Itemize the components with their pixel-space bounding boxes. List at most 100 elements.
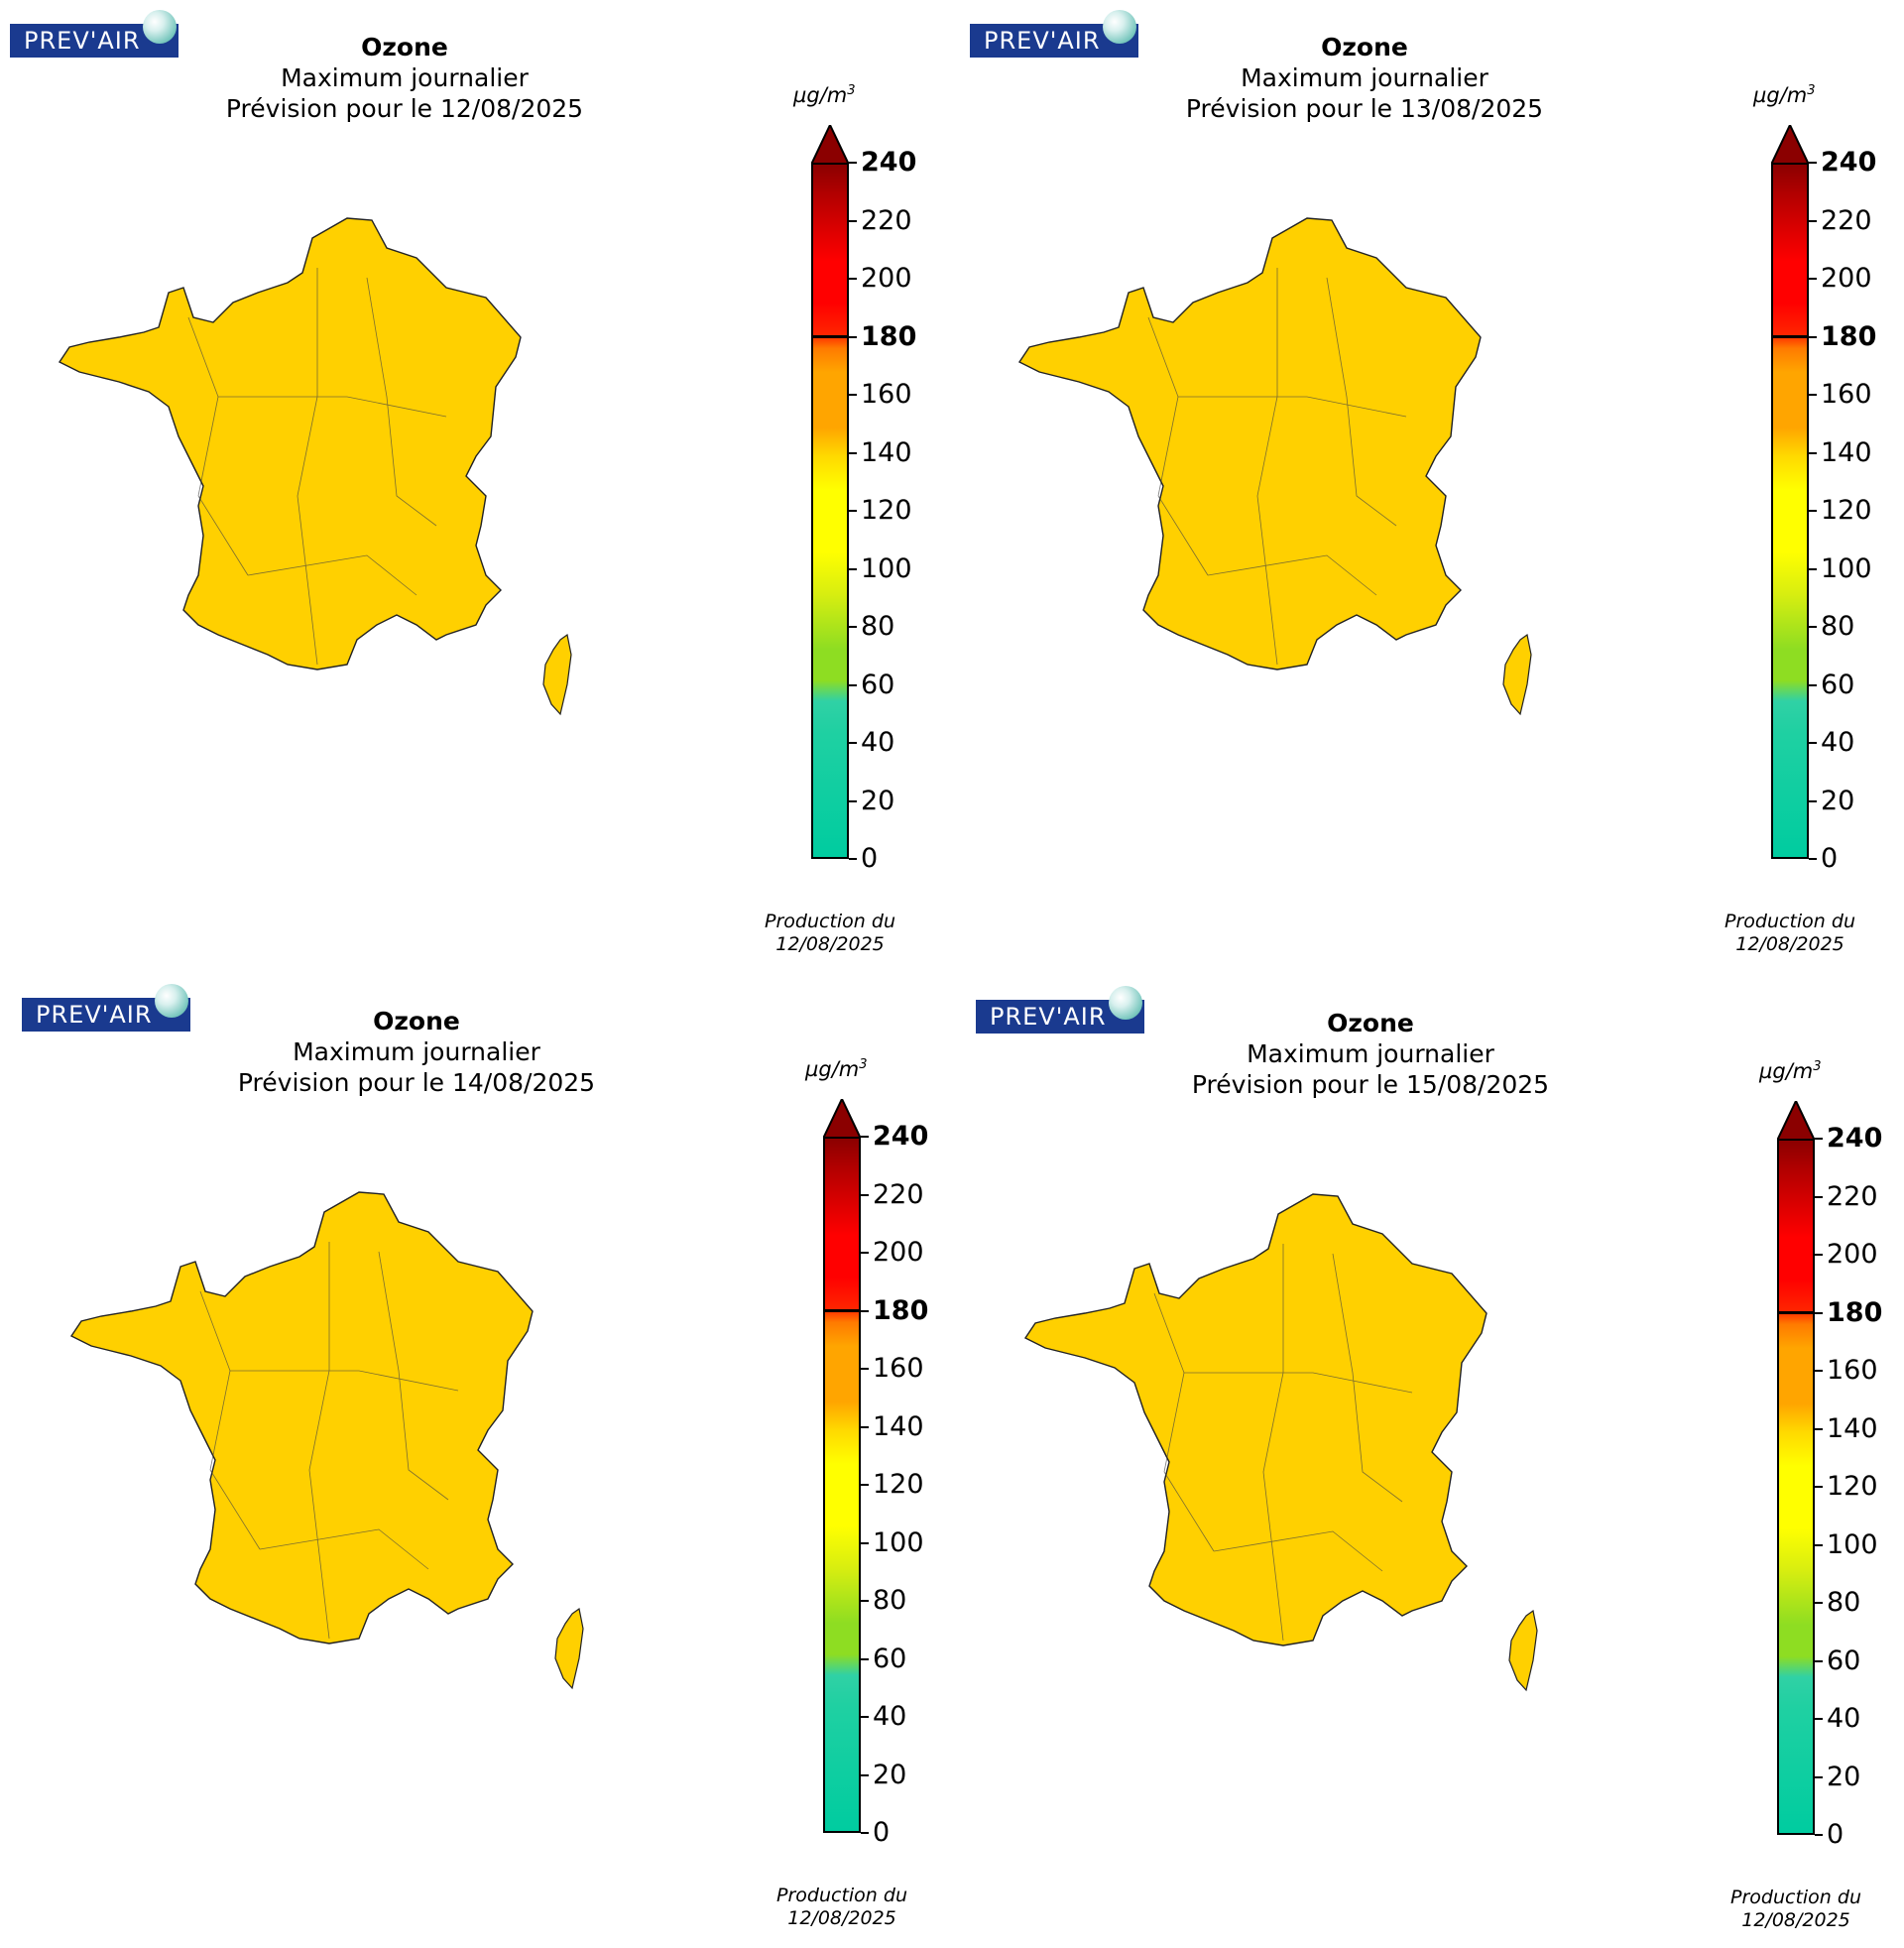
colorbar-tick-mark (1809, 278, 1817, 280)
colorbar-tick-label: 140 (873, 1410, 924, 1442)
colorbar-tick-mark (861, 1309, 869, 1312)
colorbar-tick-label: 40 (1827, 1703, 1861, 1734)
colorbar-tick-mark (1815, 1195, 1823, 1198)
threshold-line-180 (823, 1309, 861, 1312)
colorbar-tick-label: 60 (1821, 669, 1855, 700)
colorbar-tick-label: 60 (861, 669, 895, 700)
colorbar-tick-label: 240 (861, 147, 917, 178)
colorbar-tick-mark (1809, 626, 1817, 628)
colorbar-tick-label: 160 (1821, 379, 1872, 410)
forecast-panel: PREV'AIR Ozone Maximum journalier Prévis… (12, 974, 964, 1946)
colorbar-extend-arrow (1771, 125, 1809, 165)
colorbar-tick-label: 20 (873, 1759, 907, 1790)
colorbar-tick-mark (1809, 219, 1817, 222)
colorbar-tick-label: 20 (1827, 1761, 1861, 1792)
colorbar-tick-label: 120 (873, 1469, 924, 1500)
logo-text: PREV'AIR (36, 1001, 153, 1029)
colorbar-tick-mark (849, 742, 857, 744)
logo-text: PREV'AIR (24, 27, 141, 55)
production-note: Production du 12/08/2025 (1725, 911, 1855, 955)
corsica-outline (1502, 633, 1532, 716)
colorbar-tick-label: 180 (1821, 320, 1877, 352)
forecast-panel: PREV'AIR Ozone Maximum journalier Prévis… (960, 0, 1904, 972)
colorbar-tick-label: 60 (873, 1643, 907, 1674)
colorbar-tick-label: 220 (873, 1178, 924, 1210)
colorbar-tick-label: 40 (873, 1701, 907, 1732)
colorbar-tick-mark (849, 451, 857, 454)
colorbar-tick-label: 160 (873, 1353, 924, 1384)
threshold-line-180 (811, 335, 849, 338)
colorbar-tick-label: 0 (1821, 843, 1839, 874)
map-area (980, 198, 1535, 793)
colorbar-tick-label: 80 (1821, 611, 1855, 642)
colorbar-tick-mark (861, 1773, 869, 1776)
colorbar-tick-mark (849, 626, 857, 628)
colorbar-tick-mark (1815, 1370, 1823, 1372)
colorbar-tick-mark (861, 1368, 869, 1370)
colorbar-tick-label: 220 (1821, 204, 1872, 236)
colorbar-tick-mark (1815, 1602, 1823, 1604)
map-ozone-13 (1017, 217, 1532, 716)
colorbar-tick-mark (1815, 1427, 1823, 1430)
colorbar-tick-mark (1809, 858, 1817, 860)
region-borders (1147, 268, 1407, 666)
colorbar-tick-mark (861, 1136, 869, 1138)
colorbar-tick-label: 160 (861, 379, 912, 410)
colorbar-gradient (1777, 1139, 1815, 1835)
colorbar-tick-label: 80 (1827, 1587, 1861, 1618)
map-area (986, 1174, 1541, 1769)
colorbar-tick-mark (1809, 567, 1817, 570)
legend-unit: µg/m3 (793, 83, 856, 107)
colorbar-gradient (811, 163, 849, 859)
colorbar (1777, 1101, 1815, 1835)
logo-text: PREV'AIR (984, 27, 1101, 55)
map-area (20, 198, 575, 793)
colorbar-tick-mark (1809, 742, 1817, 744)
colorbar-tick-mark (861, 1425, 869, 1428)
colorbar-tick-label: 180 (873, 1294, 929, 1326)
colorbar-tick-label: 180 (861, 320, 917, 352)
colorbar-tick-mark (849, 219, 857, 222)
colorbar-tick-label: 100 (873, 1526, 924, 1558)
title-forecast-date: Prévision pour le 12/08/2025 (225, 94, 584, 123)
title-forecast-date: Prévision pour le 15/08/2025 (1191, 1070, 1550, 1099)
colorbar-tick-label: 0 (1827, 1819, 1844, 1850)
legend-unit: µg/m3 (805, 1057, 868, 1081)
colorbar-tick-label: 60 (1827, 1644, 1861, 1676)
colorbar-tick-mark (1815, 1543, 1823, 1546)
production-note: Production du 12/08/2025 (776, 1885, 907, 1929)
colorbar-tick-label: 100 (861, 552, 912, 584)
france-outline (1023, 1193, 1488, 1646)
title-forecast-date: Prévision pour le 14/08/2025 (237, 1068, 596, 1097)
colorbar-tick-mark (861, 1252, 869, 1254)
colorbar-tick-mark (1815, 1718, 1823, 1720)
globe-icon (1103, 10, 1136, 44)
legend-unit: µg/m3 (1759, 1059, 1822, 1083)
colorbar-tick-label: 160 (1827, 1355, 1878, 1386)
production-note: Production du 12/08/2025 (1730, 1887, 1861, 1931)
title-subtitle: Maximum journalier (281, 63, 529, 92)
colorbar-tick-mark (1809, 799, 1817, 802)
production-note: Production du 12/08/2025 (765, 911, 895, 955)
map-ozone-12 (58, 217, 572, 716)
colorbar-tick-label: 20 (1821, 785, 1855, 816)
colorbar-tick-mark (1809, 335, 1817, 338)
colorbar-tick-mark (849, 683, 857, 686)
colorbar-tick-label: 140 (1827, 1412, 1878, 1444)
colorbar-tick-mark (849, 278, 857, 280)
colorbar-tick-mark (861, 1484, 869, 1486)
colorbar-tick-label: 20 (861, 785, 895, 816)
colorbar-tick-mark (1815, 1138, 1823, 1140)
colorbar (1771, 125, 1809, 859)
colorbar-extend-arrow (1777, 1101, 1815, 1141)
colorbar-tick-mark (861, 1716, 869, 1718)
colorbar-tick-label: 120 (1821, 495, 1872, 526)
map-area (32, 1172, 587, 1767)
colorbar-tick-mark (1815, 1775, 1823, 1778)
globe-icon (155, 984, 188, 1018)
colorbar-tick-label: 80 (861, 611, 895, 642)
colorbar-tick-mark (1809, 162, 1817, 164)
region-borders (187, 268, 447, 666)
colorbar-tick-label: 240 (1827, 1123, 1883, 1154)
colorbar-tick-label: 40 (861, 727, 895, 758)
